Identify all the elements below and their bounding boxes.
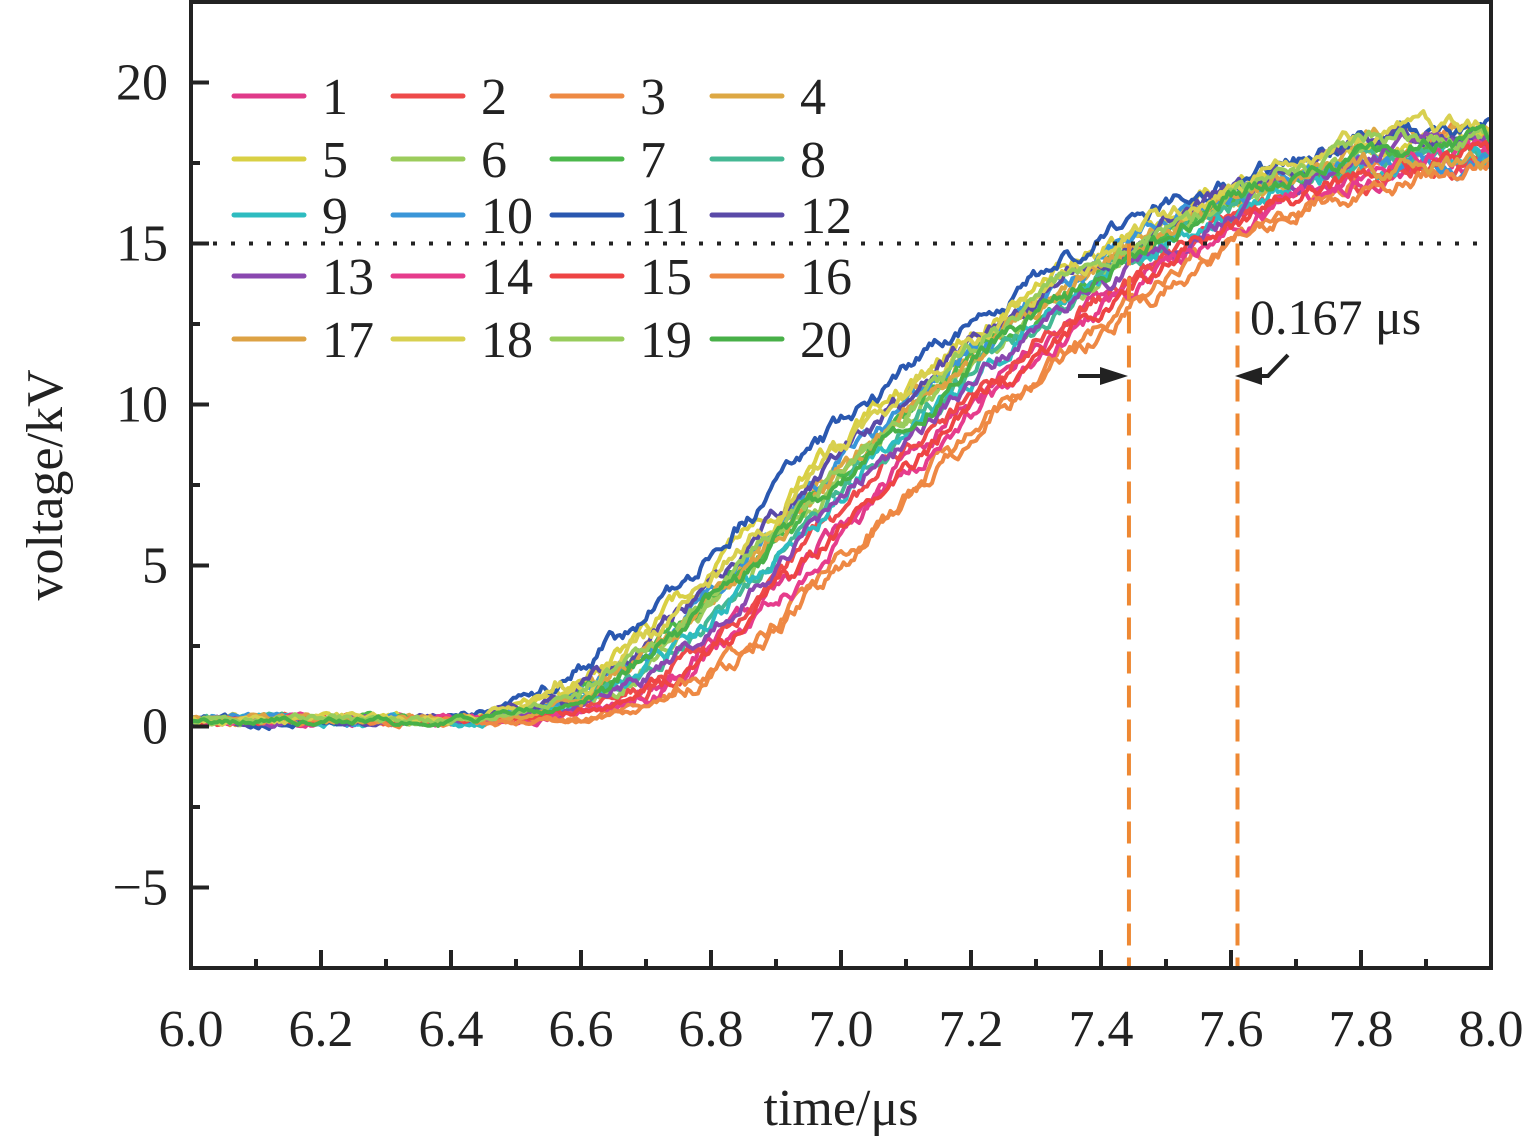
x-tick-label: 8.0 (1459, 1001, 1524, 1058)
legend-label: 17 (322, 312, 374, 369)
legend-item-14: 14 (390, 249, 533, 306)
series-line-20 (191, 124, 1491, 728)
x-tick-label: 6.2 (289, 1001, 354, 1058)
legend-label: 2 (481, 69, 507, 126)
legend-item-1: 1 (231, 69, 348, 126)
y-axis-title: voltage/kV (17, 369, 74, 600)
legend-item-12: 12 (709, 188, 852, 245)
legend-label: 10 (481, 188, 533, 245)
legend-label: 13 (322, 249, 374, 306)
legend-item-18: 18 (390, 312, 533, 369)
x-tick-label: 7.6 (1199, 1001, 1264, 1058)
legend-label: 8 (800, 132, 826, 189)
x-axis-title: time/μs (764, 1080, 919, 1137)
legend-item-17: 17 (231, 312, 374, 369)
x-tick-label: 6.8 (679, 1001, 744, 1058)
arrow-left-icon (1235, 353, 1290, 385)
x-tick-label: 7.0 (809, 1001, 874, 1058)
legend-label: 20 (800, 312, 852, 369)
legend-label: 7 (640, 132, 666, 189)
legend-label: 16 (800, 249, 852, 306)
series-layer (191, 109, 1491, 731)
legend-item-5: 5 (231, 132, 348, 189)
x-tick-label: 6.0 (159, 1001, 224, 1058)
interval-annotation: 0.167 μs (1078, 289, 1421, 385)
x-ticks: 6.0 6.2 6.4 6.6 6.8 7.0 7.2 7.4 7.6 7.8 8.0 (159, 950, 1524, 1058)
y-ticks: −5 0 5 10 15 20 (113, 0, 209, 970)
legend-label: 18 (481, 312, 533, 369)
y-tick-label: 5 (142, 538, 168, 595)
legend-item-7: 7 (549, 132, 666, 189)
legend-label: 3 (640, 69, 666, 126)
y-tick-label: 10 (116, 377, 168, 434)
y-tick-label: 0 (142, 699, 168, 756)
x-tick-label: 6.4 (419, 1001, 484, 1058)
legend-label: 9 (322, 188, 348, 245)
legend-label: 6 (481, 132, 507, 189)
legend-item-2: 2 (390, 69, 507, 126)
legend-label: 14 (481, 249, 533, 306)
legend-label: 5 (322, 132, 348, 189)
legend-item-15: 15 (549, 249, 692, 306)
x-tick-label: 6.6 (549, 1001, 614, 1058)
legend-item-9: 9 (231, 188, 348, 245)
legend-label: 1 (322, 69, 348, 126)
legend-item-10: 10 (390, 188, 533, 245)
y-tick-label: 15 (116, 216, 168, 273)
legend-item-11: 11 (549, 188, 690, 245)
legend-item-3: 3 (549, 69, 666, 126)
y-tick-label: 20 (116, 55, 168, 112)
x-tick-label: 7.4 (1069, 1001, 1134, 1058)
legend-item-8: 8 (709, 132, 826, 189)
legend-item-13: 13 (231, 249, 374, 306)
legend-label: 11 (640, 188, 690, 245)
legend-label: 15 (640, 249, 692, 306)
legend-item-20: 20 (709, 312, 852, 369)
legend-label: 19 (640, 312, 692, 369)
legend-item-6: 6 (390, 132, 507, 189)
arrow-right-icon (1078, 367, 1128, 385)
marker-lines (1126, 243, 1240, 968)
legend-item-4: 4 (709, 69, 826, 126)
y-tick-label: −5 (113, 860, 168, 917)
legend-item-19: 19 (549, 312, 692, 369)
legend-item-16: 16 (709, 249, 852, 306)
annotation-text: 0.167 μs (1250, 289, 1421, 345)
x-tick-label: 7.2 (939, 1001, 1004, 1058)
legend-label: 4 (800, 69, 826, 126)
legend-label: 12 (800, 188, 852, 245)
x-tick-label: 7.8 (1329, 1001, 1394, 1058)
